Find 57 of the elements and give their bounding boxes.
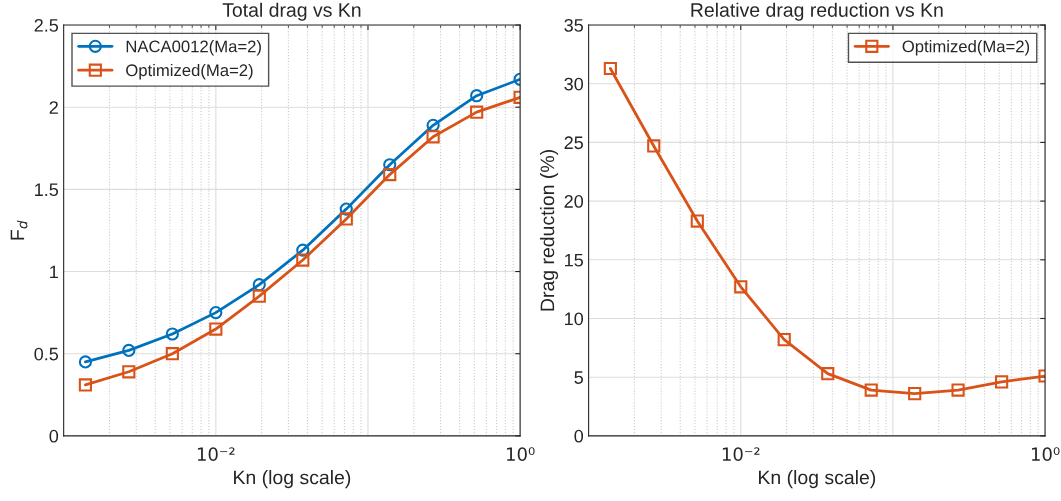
y-tick-label: 15 (565, 253, 583, 267)
point (951, 383, 965, 397)
legend-label: NACA0012(Ma=2) (126, 40, 261, 56)
point (209, 322, 223, 336)
point (647, 139, 661, 153)
point (777, 333, 791, 347)
point (339, 212, 353, 226)
y-tick-label: 1 (50, 265, 58, 279)
point (426, 118, 440, 132)
x-tick-label: 10⁻² (722, 447, 760, 461)
point (78, 378, 93, 392)
point (383, 167, 397, 182)
y-tick-label: 0.5 (34, 347, 59, 361)
y-tick-label: 25 (564, 136, 583, 150)
chart-title: Relative drag reduction vs Kn (691, 2, 943, 21)
y-tick-label: 0 (574, 429, 584, 443)
x-tick-label: 10⁰ (1031, 447, 1060, 461)
point (165, 327, 179, 341)
point (864, 383, 878, 397)
point (383, 158, 397, 172)
point (995, 375, 1009, 389)
point (122, 343, 136, 358)
legend-label: Optimized(Ma=2) (126, 63, 253, 80)
y-tick-label: 20 (564, 195, 584, 208)
y-axis-title: Drag reduction (%) (539, 150, 559, 311)
point (122, 365, 136, 379)
x-tick-label: 10⁻² (197, 447, 235, 461)
point (296, 253, 310, 267)
point (470, 89, 484, 103)
point (734, 280, 748, 294)
x-axis-title: Kn (log scale) (759, 470, 876, 489)
x-axis-title: Kn (log scale) (234, 470, 351, 489)
y-tick-label: 1.5 (35, 183, 59, 197)
point (821, 367, 835, 381)
point (165, 347, 179, 361)
y-tick-label: 30 (564, 77, 584, 91)
point (470, 105, 484, 119)
point (209, 306, 223, 320)
point (252, 289, 266, 303)
point (78, 355, 93, 369)
y-tick-label: 5 (574, 371, 583, 384)
point (690, 214, 704, 228)
y-axis-title: F$_{d}$ (10, 220, 28, 240)
y-tick-label: 2.5 (34, 18, 59, 32)
point (426, 130, 440, 144)
x-tick-label: 10⁰ (507, 447, 535, 461)
point (296, 243, 310, 257)
point (252, 278, 266, 292)
chart-title: Total drag vs Kn (222, 2, 361, 21)
point (339, 202, 353, 216)
point (603, 61, 617, 76)
y-tick-label: 35 (564, 18, 583, 32)
y-tick-label: 10 (565, 312, 584, 326)
point (908, 387, 922, 401)
y-tick-label: 2 (49, 101, 58, 114)
legend-label: Optimized(Ma=2) (902, 40, 1030, 56)
y-tick-label: 0 (49, 429, 59, 443)
